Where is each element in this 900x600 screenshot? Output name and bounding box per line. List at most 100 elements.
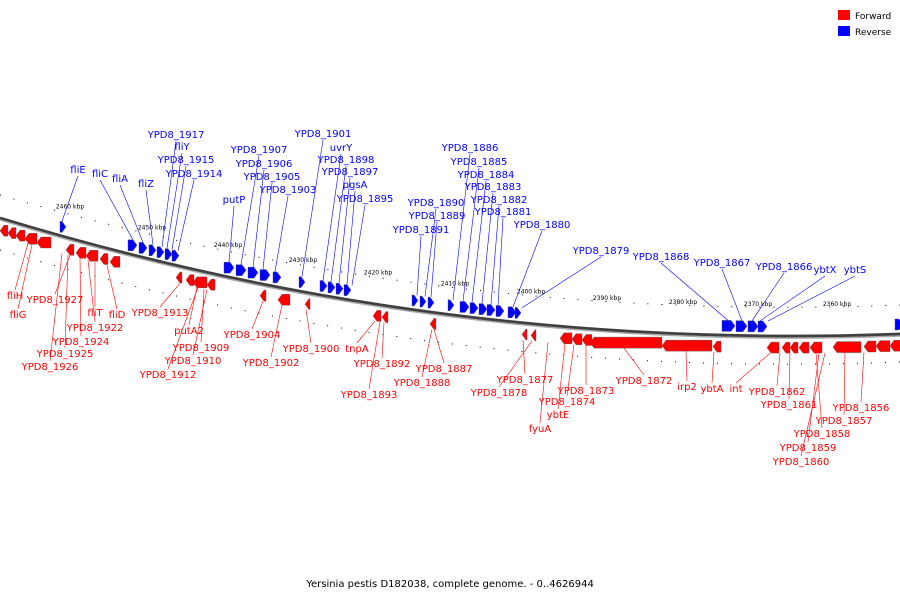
- reverse-gene-label[interactable]: YPD8_1903: [259, 185, 317, 196]
- reverse-gene-label[interactable]: YPD8_1885: [450, 157, 508, 168]
- forward-gene-label[interactable]: YPD8_1888: [393, 378, 451, 389]
- reverse-gene-label[interactable]: YPD8_1881: [474, 207, 532, 218]
- reverse-gene-feature[interactable]: [272, 271, 282, 284]
- forward-gene-label[interactable]: YPD8_1893: [340, 390, 398, 401]
- reverse-gene-feature[interactable]: [343, 284, 352, 296]
- reverse-gene-feature[interactable]: [757, 320, 768, 333]
- forward-gene-feature[interactable]: [530, 329, 537, 342]
- forward-gene-label[interactable]: putA2: [174, 326, 204, 337]
- forward-gene-feature[interactable]: [206, 279, 216, 291]
- reverse-gene-feature[interactable]: [478, 303, 488, 315]
- reverse-gene-label[interactable]: YPD8_1895: [336, 194, 394, 205]
- reverse-gene-label[interactable]: YPD8_1897: [321, 167, 379, 178]
- reverse-gene-label[interactable]: fliE: [70, 165, 85, 176]
- reverse-gene-feature[interactable]: [411, 294, 419, 307]
- forward-gene-label[interactable]: fliH: [7, 291, 24, 302]
- forward-gene-label[interactable]: YPD8_1910: [164, 356, 222, 367]
- reverse-gene-feature[interactable]: [447, 299, 455, 311]
- reverse-gene-feature[interactable]: [721, 320, 736, 332]
- reverse-gene-label[interactable]: YPD8_1914: [165, 169, 223, 180]
- reverse-gene-feature[interactable]: [259, 269, 271, 281]
- forward-gene-feature[interactable]: [429, 318, 437, 330]
- forward-gene-label[interactable]: YPD8_1859: [779, 443, 837, 454]
- forward-gene-feature[interactable]: [99, 253, 109, 265]
- forward-gene-label[interactable]: YPD8_1857: [815, 416, 873, 427]
- reverse-gene-feature[interactable]: [164, 248, 173, 260]
- forward-gene-label[interactable]: fyuA: [529, 424, 552, 435]
- reverse-gene-feature[interactable]: [459, 301, 470, 313]
- forward-gene-label[interactable]: irp2: [677, 382, 697, 393]
- reverse-gene-feature[interactable]: [298, 276, 306, 288]
- reverse-gene-label[interactable]: uvrY: [330, 143, 353, 154]
- forward-gene-label[interactable]: YPD8_1887: [415, 364, 473, 375]
- reverse-gene-feature[interactable]: [148, 244, 157, 256]
- forward-gene-label[interactable]: YPD8_1925: [36, 349, 94, 360]
- forward-gene-label[interactable]: YPD8_1892: [353, 359, 411, 370]
- reverse-gene-feature[interactable]: [327, 281, 336, 294]
- forward-gene-feature[interactable]: [521, 328, 528, 341]
- reverse-gene-feature[interactable]: [156, 246, 165, 258]
- reverse-gene-label[interactable]: YPD8_1891: [392, 225, 450, 236]
- reverse-gene-feature[interactable]: [735, 320, 748, 332]
- forward-gene-feature[interactable]: [589, 336, 663, 349]
- forward-gene-feature[interactable]: [175, 271, 183, 284]
- reverse-gene-label[interactable]: YPD8_1917: [147, 130, 205, 141]
- forward-gene-feature[interactable]: [559, 332, 573, 345]
- forward-gene-label[interactable]: YPD8_1861: [760, 400, 818, 411]
- forward-gene-feature[interactable]: [277, 294, 291, 306]
- reverse-gene-feature[interactable]: [514, 307, 522, 319]
- forward-gene-label[interactable]: YPD8_1904: [223, 330, 281, 341]
- forward-gene-label[interactable]: YPD8_1872: [615, 376, 673, 387]
- forward-gene-label[interactable]: YPD8_1900: [282, 344, 340, 355]
- reverse-gene-label[interactable]: YPD8_1884: [457, 170, 515, 181]
- forward-gene-feature[interactable]: [304, 298, 311, 310]
- reverse-gene-label[interactable]: YPD8_1886: [441, 143, 499, 154]
- reverse-gene-label[interactable]: YPD8_1907: [230, 145, 288, 156]
- forward-gene-feature[interactable]: [661, 339, 713, 352]
- reverse-gene-label[interactable]: pgsA: [343, 180, 368, 191]
- forward-gene-label[interactable]: YPD8_1856: [832, 403, 890, 414]
- forward-gene-feature[interactable]: [581, 334, 593, 346]
- forward-gene-feature[interactable]: [875, 340, 891, 352]
- forward-gene-feature[interactable]: [789, 341, 799, 354]
- reverse-gene-feature[interactable]: [469, 302, 479, 314]
- forward-gene-label[interactable]: YPD8_1927: [26, 295, 84, 306]
- forward-gene-label[interactable]: YPD8_1860: [772, 457, 830, 468]
- forward-gene-label[interactable]: YPD8_1913: [131, 308, 189, 319]
- forward-gene-feature[interactable]: [889, 339, 900, 352]
- reverse-gene-feature[interactable]: [171, 250, 180, 262]
- reverse-gene-label[interactable]: YPD8_1880: [513, 220, 571, 231]
- reverse-gene-feature[interactable]: [419, 295, 427, 308]
- forward-gene-feature[interactable]: [75, 247, 87, 259]
- reverse-gene-label[interactable]: YPD8_1901: [294, 129, 352, 140]
- reverse-gene-feature[interactable]: [747, 320, 759, 333]
- forward-gene-label[interactable]: YPD8_1874: [538, 397, 596, 408]
- reverse-gene-feature[interactable]: [59, 221, 67, 233]
- reverse-gene-label[interactable]: ybtS: [844, 265, 867, 276]
- forward-gene-label[interactable]: YPD8_1873: [557, 386, 615, 397]
- forward-gene-feature[interactable]: [832, 341, 862, 353]
- forward-gene-feature[interactable]: [85, 250, 99, 262]
- forward-gene-feature[interactable]: [712, 340, 722, 353]
- reverse-gene-label[interactable]: YPD8_1866: [755, 262, 813, 273]
- reverse-gene-label[interactable]: YPD8_1867: [693, 258, 751, 269]
- reverse-gene-feature[interactable]: [235, 264, 247, 276]
- reverse-gene-label[interactable]: ybtX: [813, 265, 836, 276]
- forward-gene-feature[interactable]: [36, 236, 52, 249]
- reverse-gene-feature[interactable]: [335, 283, 344, 295]
- forward-gene-feature[interactable]: [372, 310, 382, 322]
- forward-gene-feature[interactable]: [15, 229, 26, 242]
- reverse-gene-label[interactable]: YPD8_1879: [572, 246, 630, 257]
- reverse-gene-feature[interactable]: [486, 304, 496, 316]
- reverse-gene-feature[interactable]: [319, 280, 328, 292]
- reverse-gene-feature[interactable]: [138, 242, 148, 254]
- reverse-gene-label[interactable]: YPD8_1905: [243, 172, 301, 183]
- reverse-gene-feature[interactable]: [247, 266, 259, 279]
- forward-gene-feature[interactable]: [259, 289, 267, 302]
- forward-gene-label[interactable]: int: [729, 384, 742, 395]
- forward-gene-label[interactable]: fliT: [87, 308, 103, 319]
- forward-gene-label[interactable]: YPD8_1909: [172, 343, 230, 354]
- forward-gene-label[interactable]: YPD8_1912: [139, 370, 197, 381]
- reverse-gene-feature[interactable]: [507, 306, 517, 318]
- forward-gene-feature[interactable]: [0, 225, 9, 237]
